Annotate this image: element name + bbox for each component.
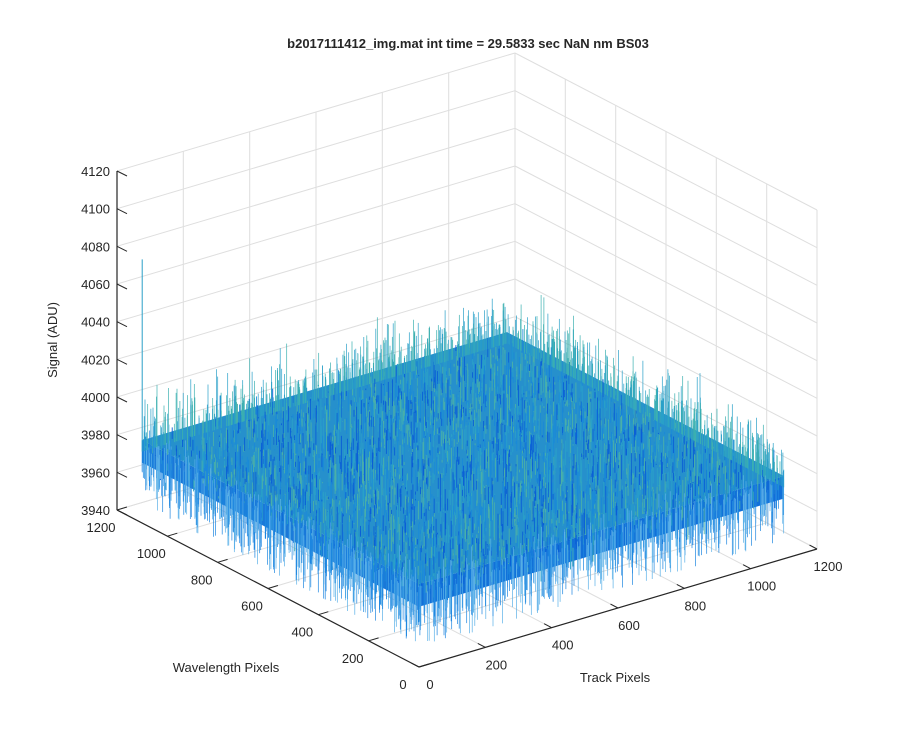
wall-grid-z (116, 203, 516, 323)
wall-grid-z (116, 127, 516, 247)
wall-grid-z2 (514, 203, 818, 362)
signal-surface (141, 259, 785, 642)
wall-grid-z2 (514, 278, 818, 437)
wall-grid-z2 (514, 165, 818, 324)
wall-grid-z2 (514, 90, 818, 249)
wall-grid-z (116, 278, 516, 398)
wall-grid-z (116, 240, 516, 360)
wall-grid-z2 (514, 127, 818, 286)
wall-grid-z2 (514, 240, 818, 399)
wall-grid-z2 (514, 52, 818, 211)
wall-grid-z (116, 90, 516, 210)
wall-grid-z (116, 52, 516, 172)
wall-grid-z (116, 165, 516, 285)
